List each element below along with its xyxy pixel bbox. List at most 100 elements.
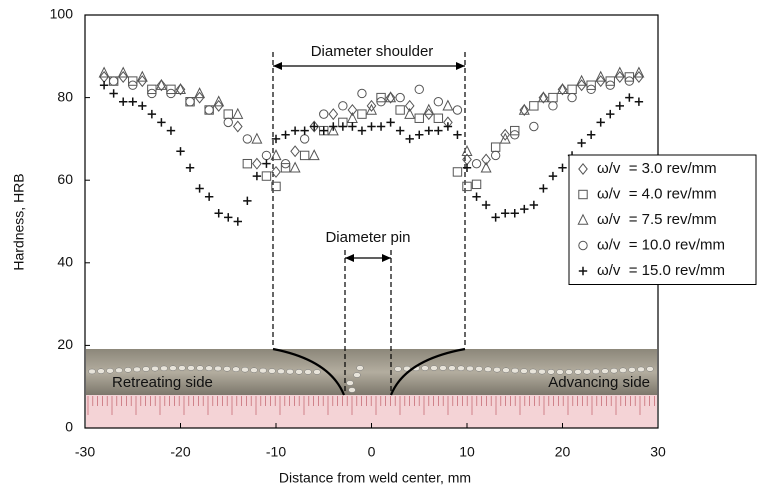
point	[319, 109, 329, 119]
point	[271, 134, 281, 144]
point	[262, 159, 271, 168]
point	[357, 88, 367, 99]
point	[538, 91, 549, 104]
point	[633, 66, 645, 78]
point	[233, 217, 242, 226]
weld-bead	[205, 365, 213, 372]
point	[376, 92, 386, 103]
legend-label: ω/v = 7.5 rev/mm	[597, 211, 717, 228]
point	[300, 126, 309, 135]
weld-bead	[592, 368, 600, 375]
point	[595, 75, 606, 88]
point	[624, 76, 635, 86]
weld-bead	[295, 369, 303, 375]
point	[204, 105, 214, 115]
annotation: Retreating side	[112, 374, 213, 391]
x-tick-label: -20	[170, 444, 190, 460]
point	[138, 101, 147, 111]
weld-bead	[583, 368, 591, 375]
point	[452, 105, 463, 115]
weld-bead	[520, 368, 528, 374]
point	[290, 145, 300, 158]
point	[357, 126, 367, 135]
weld-bead	[619, 367, 627, 374]
weld-bead	[313, 369, 321, 375]
point	[586, 130, 596, 139]
point	[213, 95, 225, 107]
weld-bead	[115, 367, 123, 374]
point	[586, 84, 596, 95]
point	[195, 184, 204, 193]
point	[595, 70, 607, 82]
point	[224, 213, 233, 222]
point	[423, 103, 435, 115]
point	[605, 76, 615, 86]
point	[271, 181, 281, 192]
weld-bead	[304, 369, 312, 375]
point	[471, 179, 482, 190]
point	[365, 103, 378, 115]
point	[128, 76, 138, 86]
legend-box	[568, 154, 757, 285]
point	[367, 122, 376, 131]
weld-bead	[394, 366, 402, 372]
point	[500, 128, 511, 141]
point	[443, 122, 453, 131]
point	[328, 108, 339, 121]
point	[252, 157, 262, 170]
point	[510, 130, 520, 140]
weld-bead	[529, 368, 537, 375]
weld-bead	[439, 365, 447, 371]
point	[118, 70, 129, 83]
point	[529, 101, 539, 111]
weld-bead	[430, 365, 438, 371]
point	[537, 91, 549, 103]
legend-marker	[578, 163, 588, 175]
point	[624, 72, 635, 82]
legend-marker	[578, 189, 588, 200]
point	[281, 130, 290, 139]
x-tick-label: 0	[368, 444, 376, 460]
y-tick-label: 100	[50, 6, 74, 22]
point	[98, 66, 110, 78]
weld-bead	[511, 367, 519, 374]
point	[614, 66, 626, 78]
point	[109, 89, 118, 98]
point	[433, 113, 444, 123]
weld-bead	[250, 367, 258, 373]
point	[462, 163, 472, 173]
point	[605, 80, 615, 90]
point	[137, 75, 148, 88]
weld-bead	[178, 365, 186, 371]
legend-label: ω/v = 4.0 rev/mm	[597, 185, 717, 202]
point	[376, 122, 386, 131]
legend-marker	[577, 213, 589, 225]
weld-bead	[277, 368, 285, 375]
weld-bead	[646, 366, 654, 372]
y-axis-label: Hardness, HRB	[11, 173, 27, 270]
point	[518, 103, 530, 115]
point	[558, 163, 567, 173]
weld-bead	[475, 366, 483, 372]
point	[452, 167, 463, 177]
point	[119, 97, 128, 106]
point	[329, 122, 338, 131]
point	[395, 126, 405, 135]
point	[232, 120, 243, 133]
point	[242, 134, 253, 144]
weld-bead	[223, 366, 231, 372]
point	[223, 109, 233, 119]
point	[539, 184, 548, 193]
point	[577, 138, 586, 148]
weld-bead	[356, 365, 364, 371]
legend-label: ω/v = 10.0 rev/mm	[597, 236, 725, 253]
point	[174, 83, 187, 95]
point	[414, 84, 424, 95]
annotation: Diameter pin	[325, 229, 410, 246]
point	[615, 101, 624, 111]
point	[576, 74, 588, 86]
weld-bead	[466, 365, 474, 372]
point	[204, 192, 214, 201]
point	[242, 158, 253, 169]
x-tick-label: 10	[459, 444, 475, 460]
